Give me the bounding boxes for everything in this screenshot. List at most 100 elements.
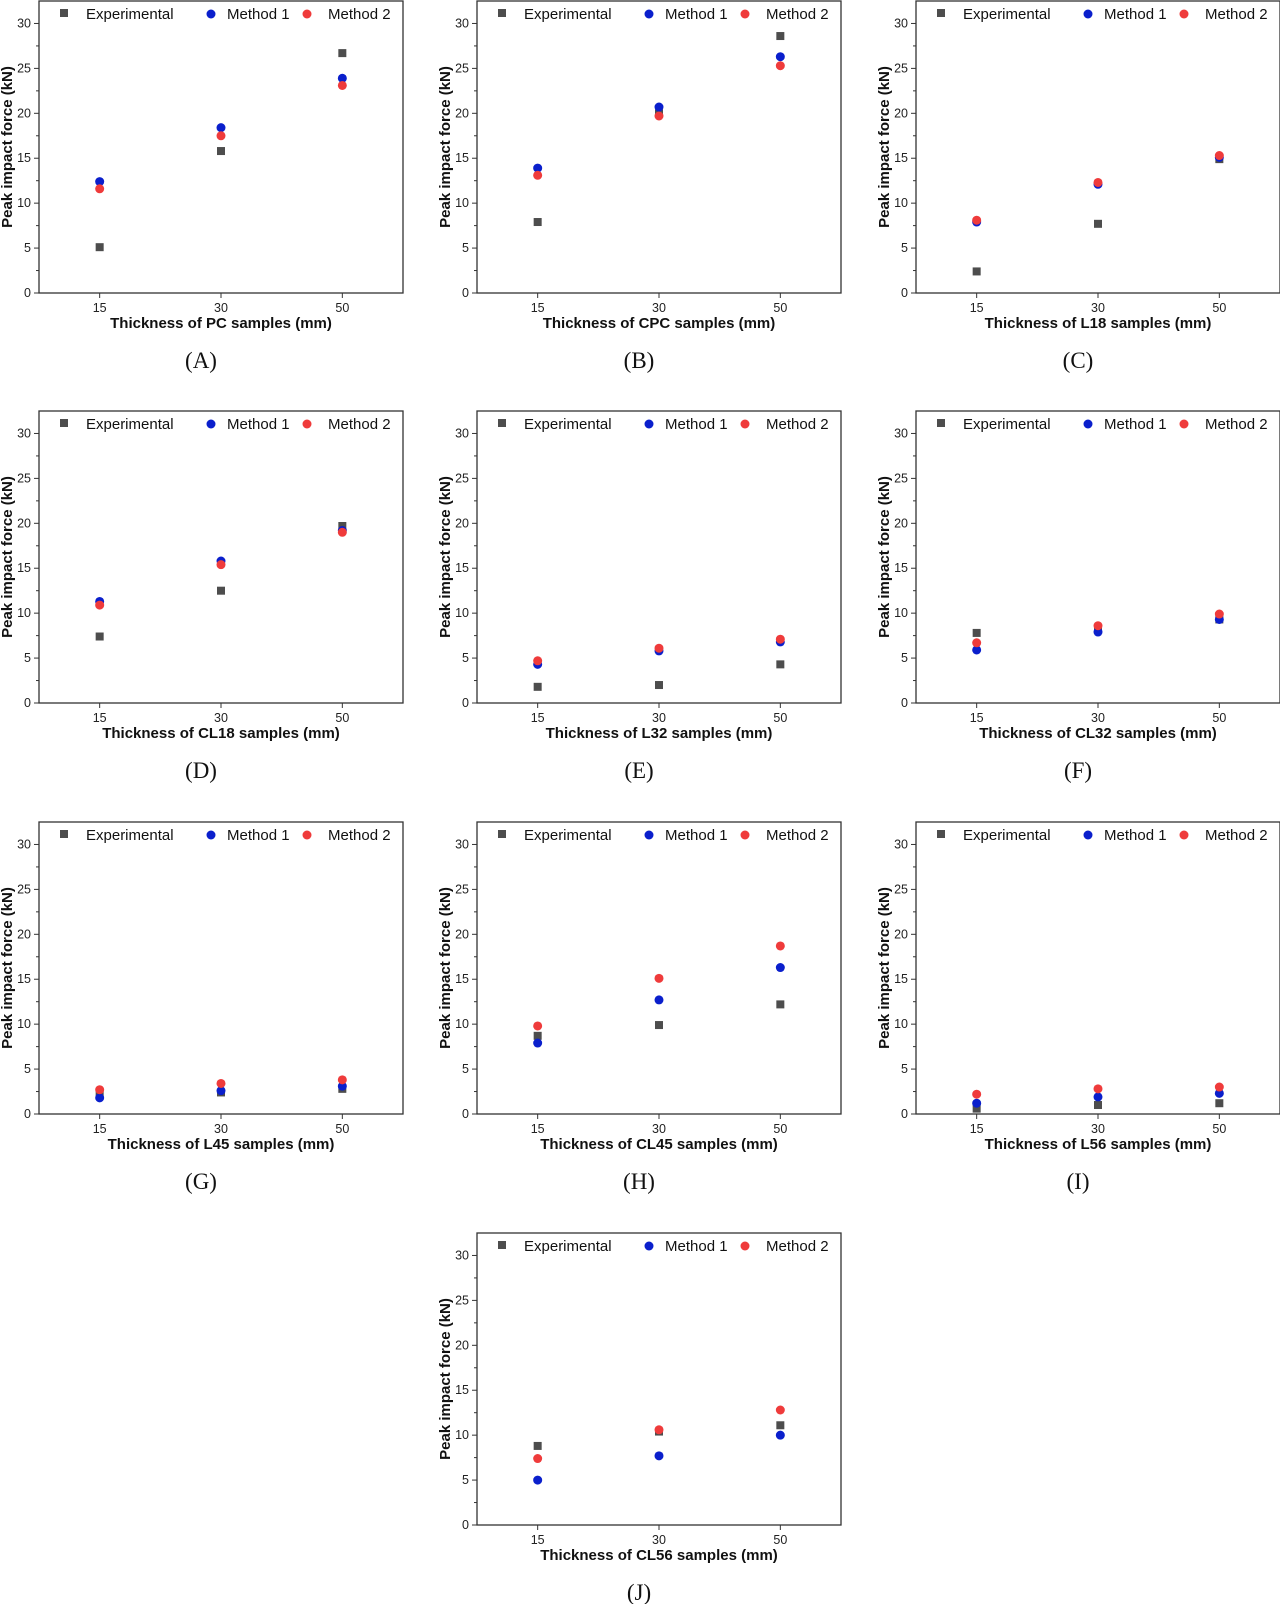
legend-marker-square [498,419,506,427]
legend-label: Experimental [963,827,1051,844]
data-point-experimental [655,681,663,690]
data-point-method-1 [1214,1088,1224,1098]
y-tick-label: 10 [17,196,31,210]
x-tick-label: 50 [1212,1122,1226,1136]
y-axis-label: Peak impact force (kN) [876,66,893,228]
x-axis-label: Thickness of CL32 samples (mm) [979,725,1217,742]
y-tick-label: 10 [455,1428,469,1442]
data-point-method-2 [654,973,664,983]
y-tick-label: 15 [455,561,469,575]
legend-label: Method 2 [766,6,829,23]
x-tick-label: 50 [773,301,787,315]
legend-marker-circle [302,9,312,19]
legend-label: Experimental [524,1238,612,1255]
plot-frame [476,1232,842,1526]
legend-label: Method 1 [227,6,290,23]
data-point-experimental [776,32,785,41]
y-tick-label: 5 [462,651,469,665]
y-tick-label: 15 [17,972,31,986]
legend-label: Experimental [524,6,612,23]
legend-label: Method 1 [665,827,728,844]
x-tick-label: 15 [970,1122,984,1136]
y-tick-label: 30 [17,837,31,851]
data-point-method-2 [972,1089,982,1099]
y-tick-label: 0 [24,696,31,710]
panel-letter: (I) [1067,1169,1090,1194]
x-tick-label: 30 [652,711,666,725]
data-point-experimental [972,1104,981,1113]
x-tick-label: 15 [531,711,545,725]
y-tick-label: 15 [894,151,908,165]
data-point-experimental [217,586,225,595]
data-point-experimental [95,243,104,252]
legend-label: Method 1 [1104,827,1167,844]
data-point-method-2 [1093,621,1103,631]
plot-frame [476,410,842,704]
y-tick-label: 5 [462,241,469,255]
data-point-method-2 [1093,1084,1103,1094]
data-point-method-1 [216,1086,226,1096]
y-tick-label: 0 [462,286,469,300]
x-axis-label: Thickness of L18 samples (mm) [985,315,1212,332]
y-tick-label: 20 [455,516,469,530]
legend-marker-circle [740,1241,750,1251]
y-axis-label: Peak impact force (kN) [0,476,16,638]
legend-marker-circle [1083,830,1093,840]
data-point-method-2 [654,1425,664,1435]
data-point-method-2 [337,80,347,90]
data-point-method-2 [95,184,105,194]
legend-label: Method 2 [766,827,829,844]
data-point-method-1 [533,163,543,173]
data-point-experimental [533,1031,542,1040]
legend-label: Method 2 [1205,6,1268,23]
y-tick-label: 20 [455,927,469,941]
x-tick-label: 30 [1091,711,1105,725]
y-tick-label: 25 [17,471,31,485]
x-tick-label: 15 [970,301,984,315]
legend-marker-square [60,830,68,838]
data-point-experimental [972,267,981,276]
x-axis-label: Thickness of CL45 samples (mm) [540,1136,778,1153]
x-tick-label: 30 [214,711,228,725]
y-tick-label: 5 [24,241,31,255]
legend-label: Method 1 [1104,6,1167,23]
x-tick-label: 50 [773,1533,787,1547]
data-point-method-2 [775,634,785,644]
plot-frame [476,821,842,1115]
data-point-method-1 [337,1081,347,1091]
plot-frame [476,0,842,294]
x-tick-label: 15 [93,1122,107,1136]
legend-label: Method 1 [665,416,728,433]
data-point-experimental [533,682,542,691]
y-tick-label: 5 [901,1062,908,1076]
y-tick-label: 0 [462,696,469,710]
legend-label: Experimental [86,827,174,844]
legend-label: Method 2 [328,416,391,433]
legend-marker-square [60,419,68,427]
y-axis-label: Peak impact force (kN) [0,66,16,228]
y-tick-label: 10 [455,1017,469,1031]
data-point-experimental [533,218,542,227]
legend-marker-square [498,1241,506,1249]
y-tick-label: 0 [462,1518,469,1532]
y-tick-label: 25 [894,61,908,75]
panel-letter: (G) [185,1169,217,1194]
y-axis-label: Peak impact force (kN) [437,887,454,1049]
x-tick-label: 50 [773,1122,787,1136]
legend-label: Experimental [524,416,612,433]
y-tick-label: 30 [455,1248,469,1262]
data-point-method-1 [654,102,664,112]
legend-marker-circle [740,9,750,19]
data-point-method-1 [533,1038,543,1048]
x-tick-label: 50 [335,711,349,725]
y-axis-label: Peak impact force (kN) [437,476,454,638]
y-tick-label: 0 [24,286,31,300]
y-tick-label: 30 [894,426,908,440]
data-point-method-2 [533,656,543,666]
x-tick-label: 50 [335,1122,349,1136]
panel-letter: (F) [1064,758,1092,783]
